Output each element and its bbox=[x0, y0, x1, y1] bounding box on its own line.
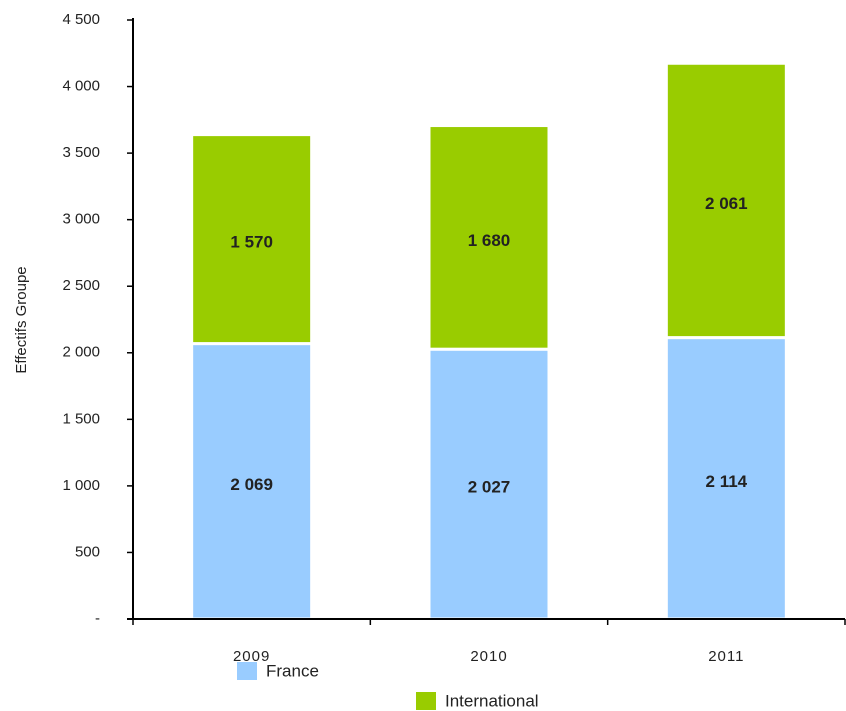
value-label: 2 061 bbox=[705, 194, 748, 213]
y-axis-label: Effectifs Groupe bbox=[13, 266, 30, 373]
y-tick-label: 3 500 bbox=[62, 144, 100, 161]
x-tick-label: 2010 bbox=[470, 648, 507, 665]
y-tick-label: 500 bbox=[75, 543, 100, 560]
value-label: 1 570 bbox=[230, 233, 273, 252]
legend-swatch bbox=[237, 662, 257, 680]
value-label: 2 027 bbox=[468, 478, 511, 497]
bar-segment bbox=[664, 61, 788, 340]
y-tick-label: 4 500 bbox=[62, 11, 100, 28]
y-tick-label: - bbox=[95, 610, 100, 627]
y-tick-label: 3 000 bbox=[62, 211, 100, 228]
x-tick-label: 2009 bbox=[233, 648, 270, 665]
bar-segment bbox=[427, 124, 551, 351]
y-tick-label: 2 000 bbox=[62, 344, 100, 361]
x-tick-label: 2011 bbox=[708, 648, 744, 665]
value-label: 2 069 bbox=[230, 475, 273, 494]
legend-swatch bbox=[416, 692, 436, 710]
legend-label: France bbox=[266, 661, 319, 680]
value-label: 2 114 bbox=[706, 472, 748, 491]
bar-segment bbox=[664, 336, 788, 621]
y-tick-label: 2 500 bbox=[62, 277, 100, 294]
y-tick-label: 1 000 bbox=[62, 477, 100, 494]
bar-segment bbox=[190, 133, 314, 346]
legend-label: International bbox=[445, 691, 539, 710]
y-tick-label: 4 000 bbox=[62, 78, 100, 95]
y-tick-label: 1 500 bbox=[62, 410, 100, 427]
value-label: 1 680 bbox=[468, 231, 511, 250]
